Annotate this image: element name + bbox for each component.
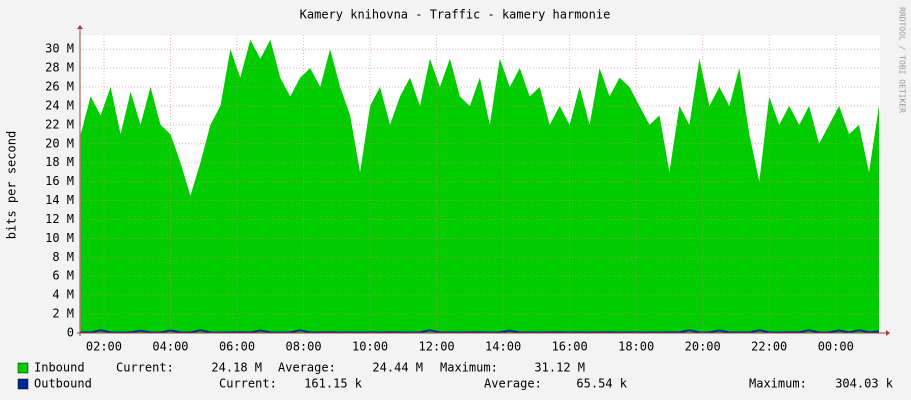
y-tick-label: 12 M	[45, 212, 74, 226]
y-tick-label: 18 M	[45, 155, 74, 169]
legend-label: Inbound	[34, 361, 85, 375]
x-tick-label: 22:00	[751, 340, 787, 354]
stat-value: 31.12 M	[534, 361, 585, 375]
area	[80, 39, 879, 333]
stat-label: Average:	[484, 377, 542, 391]
y-tick-label: 16 M	[45, 174, 74, 188]
x-tick-label: 16:00	[552, 340, 588, 354]
stat-label: Current:	[219, 377, 277, 391]
stat-label: Current:	[116, 361, 174, 375]
x-tick-label: 02:00	[86, 340, 122, 354]
x-tick-label: 18:00	[618, 340, 654, 354]
chart-title: Kamery knihovna - Traffic - kamery harmo…	[300, 8, 611, 22]
y-tick-label: 22 M	[45, 117, 74, 131]
y-tick-label: 20 M	[45, 136, 74, 150]
y-axis-label: bits per second	[5, 131, 19, 239]
stat-label: Maximum:	[440, 361, 498, 375]
x-tick-label: 12:00	[419, 340, 455, 354]
x-tick-label: 04:00	[152, 340, 188, 354]
stat-label: Maximum:	[749, 377, 807, 391]
y-tick-label: 26 M	[45, 80, 74, 94]
y-tick-label: 6 M	[52, 269, 74, 283]
axis-arrow	[77, 25, 83, 29]
axis-arrow	[886, 330, 890, 336]
stat-value: 161.15 k	[304, 377, 363, 391]
x-tick-label: 06:00	[219, 340, 255, 354]
y-tick-label: 2 M	[52, 307, 74, 321]
y-tick-label: 28 M	[45, 61, 74, 75]
y-tick-label: 0	[67, 326, 74, 340]
x-tick-label: 08:00	[285, 340, 321, 354]
legend-label: Outbound	[34, 377, 92, 391]
watermark: RRDTOOL / TOBI OETIKER	[898, 7, 907, 113]
legend-swatch	[17, 362, 29, 374]
y-tick-label: 14 M	[45, 193, 74, 207]
y-tick-label: 8 M	[52, 250, 74, 264]
y-tick-label: 10 M	[45, 231, 74, 245]
line	[80, 329, 880, 334]
stat-value: 24.18 M	[211, 361, 262, 375]
stat-value: 24.44 M	[372, 361, 423, 375]
x-tick-label: 14:00	[485, 340, 521, 354]
stat-value: 304.03 k	[835, 377, 894, 391]
x-tick-label: 20:00	[685, 340, 721, 354]
y-tick-label: 24 M	[45, 98, 74, 112]
stat-value: 65.54 k	[576, 377, 627, 391]
x-tick-label: 10:00	[352, 340, 388, 354]
legend-swatch	[17, 378, 29, 390]
x-tick-label: 00:00	[818, 340, 854, 354]
stat-label: Average:	[278, 361, 336, 375]
y-tick-label: 30 M	[45, 42, 74, 56]
y-tick-label: 4 M	[52, 288, 74, 302]
